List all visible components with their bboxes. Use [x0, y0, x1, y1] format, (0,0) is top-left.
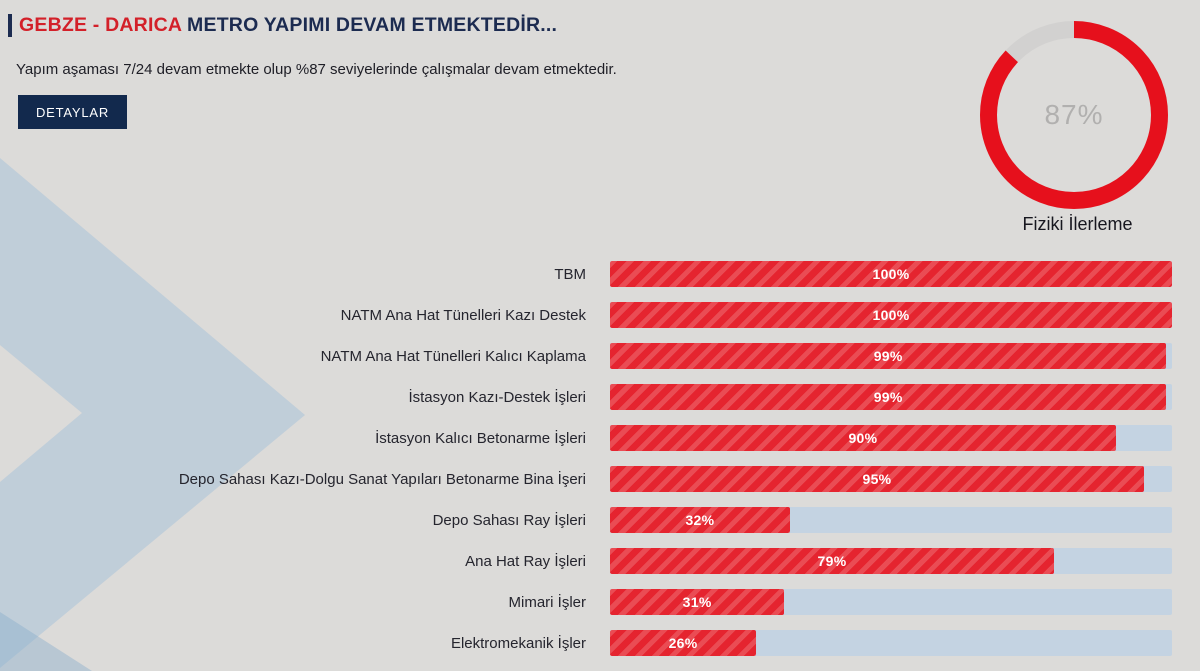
bar-label: Ana Hat Ray İşleri: [465, 552, 586, 570]
bar-value-label: 31%: [682, 594, 712, 610]
bar-fill: 99%: [610, 384, 1167, 410]
bar-value-label: 99%: [873, 348, 903, 364]
bar-track: 99%: [610, 343, 1172, 369]
bar-row: TBM 100%: [0, 261, 1172, 287]
bar-track: 79%: [610, 548, 1172, 574]
bar-fill: 32%: [610, 507, 790, 533]
bar-label: Depo Sahası Kazı-Dolgu Sanat Yapıları Be…: [178, 470, 586, 488]
bar-value-label: 79%: [817, 553, 847, 569]
bar-fill: 100%: [610, 261, 1172, 287]
bar-label: İstasyon Kalıcı Betonarme İşleri: [375, 429, 586, 447]
title-accent-bar: [8, 14, 12, 37]
bar-row: Elektromekanik İşler 26%: [0, 630, 1172, 656]
bar-row: İstasyon Kazı-Destek İşleri 99%: [0, 384, 1172, 410]
bar-track: 26%: [610, 630, 1172, 656]
bar-row: NATM Ana Hat Tünelleri Kazı Destek 100%: [0, 302, 1172, 328]
bar-value-label: 90%: [848, 430, 878, 446]
bar-value-label: 26%: [668, 635, 698, 651]
bar-track: 32%: [610, 507, 1172, 533]
bar-track: 95%: [610, 466, 1172, 492]
bar-value-label: 95%: [862, 471, 892, 487]
bar-label: NATM Ana Hat Tünelleri Kazı Destek: [340, 306, 586, 324]
donut-chart-svg: [980, 21, 1168, 209]
progress-bar-chart: TBM 100% NATM Ana Hat Tünelleri Kazı Des…: [0, 261, 1172, 671]
bar-fill: 90%: [610, 425, 1116, 451]
bar-value-label: 32%: [685, 512, 715, 528]
bar-row: NATM Ana Hat Tünelleri Kalıcı Kaplama 99…: [0, 343, 1172, 369]
bar-label: Mimari İşler: [508, 593, 587, 611]
bar-fill: 26%: [610, 630, 757, 656]
bar-label: Elektromekanik İşler: [450, 634, 586, 652]
bar-track: 99%: [610, 384, 1172, 410]
page-title-highlight: GEBZE - DARICA: [19, 14, 182, 36]
bar-label: NATM Ana Hat Tünelleri Kalıcı Kaplama: [320, 347, 586, 365]
bar-label: İstasyon Kazı-Destek İşleri: [408, 388, 586, 406]
bar-row: Depo Sahası Ray İşleri 32%: [0, 507, 1172, 533]
donut-caption: Fiziki İlerleme: [1022, 214, 1133, 234]
bar-row: İstasyon Kalıcı Betonarme İşleri 90%: [0, 425, 1172, 451]
bar-fill: 95%: [610, 466, 1144, 492]
bar-row: Depo Sahası Kazı-Dolgu Sanat Yapıları Be…: [0, 466, 1172, 492]
bar-track: 90%: [610, 425, 1172, 451]
bar-label: Depo Sahası Ray İşleri: [432, 511, 586, 529]
details-button[interactable]: DETAYLAR: [18, 95, 127, 129]
donut-progress-ring: [980, 21, 1168, 209]
physical-progress-donut: 87%: [980, 21, 1168, 209]
bar-value-label: 100%: [872, 266, 910, 282]
bar-label: TBM: [554, 265, 586, 283]
bar-track: 31%: [610, 589, 1172, 615]
bar-value-label: 100%: [872, 307, 910, 323]
page-subtitle: Yapım aşaması 7/24 devam etmekte olup %8…: [16, 61, 617, 78]
bar-row: Ana Hat Ray İşleri 79%: [0, 548, 1172, 574]
page-title-rest: METRO YAPIMI DEVAM ETMEKTEDİR...: [187, 14, 558, 36]
bar-value-label: 99%: [873, 389, 903, 405]
bar-track: 100%: [610, 302, 1172, 328]
bar-fill: 100%: [610, 302, 1172, 328]
bar-row: Mimari İşler 31%: [0, 589, 1172, 615]
donut-center-value: 87%: [1044, 99, 1104, 130]
bar-fill: 99%: [610, 343, 1167, 369]
bar-fill: 79%: [610, 548, 1054, 574]
bar-track: 100%: [610, 261, 1172, 287]
bar-fill: 31%: [610, 589, 785, 615]
header: GEBZE - DARICA METRO YAPIMI DEVAM ETMEKT…: [8, 14, 557, 37]
page-title: GEBZE - DARICA METRO YAPIMI DEVAM ETMEKT…: [19, 14, 557, 37]
